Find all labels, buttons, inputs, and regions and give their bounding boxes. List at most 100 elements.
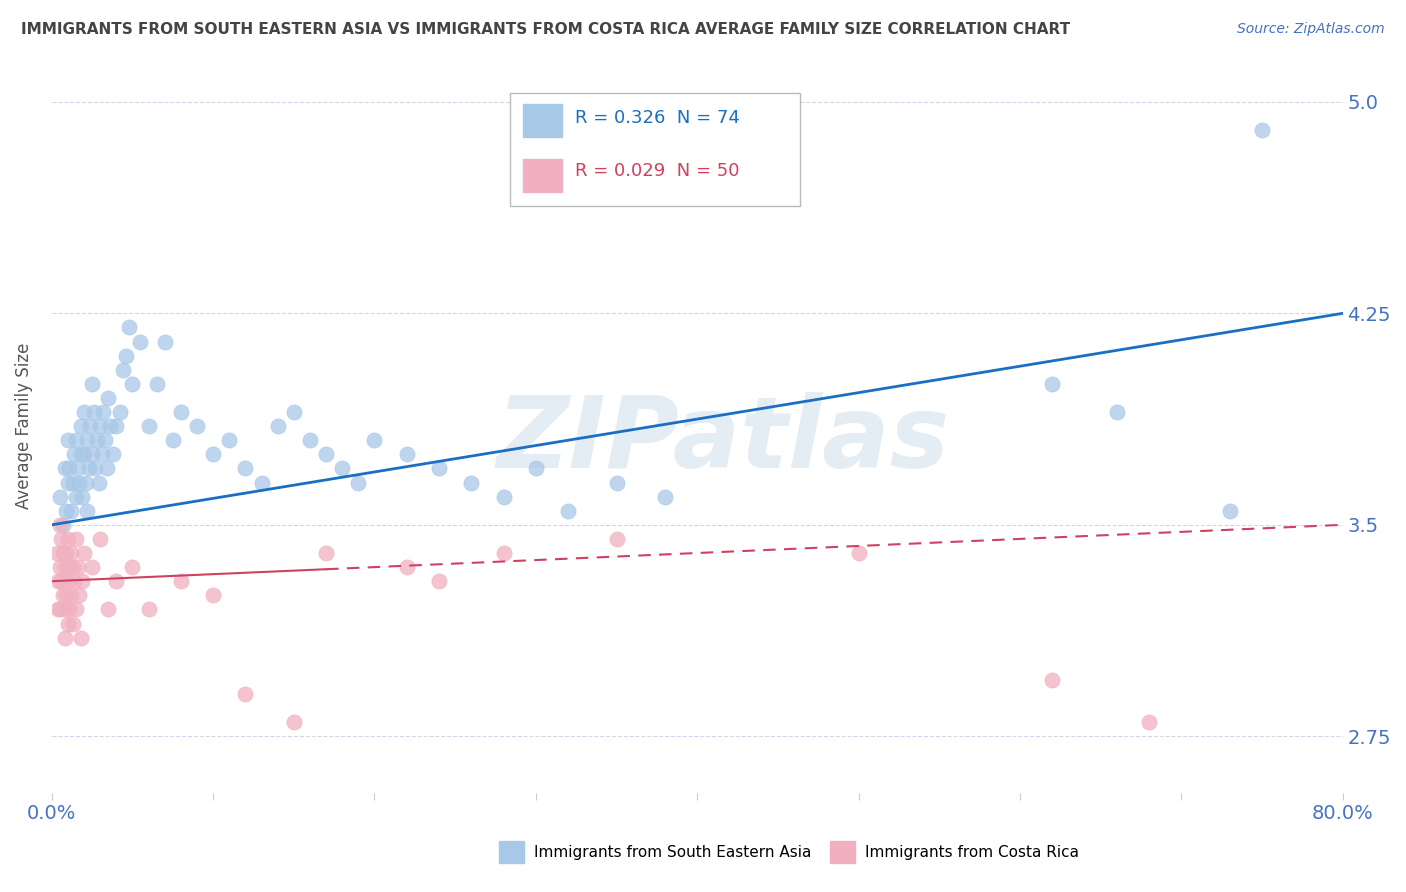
Point <box>69 447 91 461</box>
Point <box>49 490 72 504</box>
Point <box>55 546 77 560</box>
Point <box>121 560 143 574</box>
Point <box>60 588 83 602</box>
Point <box>93 405 115 419</box>
Point <box>395 560 418 574</box>
Point <box>73 546 96 560</box>
Point <box>77 461 100 475</box>
Bar <box>523 103 561 136</box>
Text: R = 0.029  N = 50: R = 0.029 N = 50 <box>575 162 740 180</box>
Point <box>524 461 547 475</box>
Point <box>115 349 138 363</box>
Point <box>73 405 96 419</box>
Point <box>53 461 76 475</box>
FancyBboxPatch shape <box>510 93 800 206</box>
Text: R = 0.326  N = 74: R = 0.326 N = 74 <box>575 109 740 127</box>
Point <box>363 434 385 448</box>
Bar <box>499 841 524 863</box>
Point <box>63 447 86 461</box>
Point <box>145 376 167 391</box>
Point <box>460 475 482 490</box>
Point <box>72 490 94 504</box>
Point <box>94 434 117 448</box>
Point <box>347 475 370 490</box>
Point <box>90 447 112 461</box>
Point <box>170 574 193 589</box>
Point <box>97 391 120 405</box>
Point <box>58 461 80 475</box>
Text: Immigrants from South Eastern Asia: Immigrants from South Eastern Asia <box>534 846 811 860</box>
Point <box>101 447 124 461</box>
Point <box>427 574 450 589</box>
Point <box>58 560 80 574</box>
Point <box>283 405 305 419</box>
Point <box>108 405 131 419</box>
Point <box>67 588 90 602</box>
Point <box>218 434 240 448</box>
Point <box>1219 504 1241 518</box>
Point <box>46 574 69 589</box>
Point <box>83 405 105 419</box>
Point <box>89 532 111 546</box>
Point <box>56 574 79 589</box>
Point <box>202 447 225 461</box>
Point <box>235 687 257 701</box>
Point <box>53 602 76 616</box>
Point <box>69 631 91 645</box>
Point <box>492 546 515 560</box>
Point <box>63 574 86 589</box>
Point <box>49 517 72 532</box>
Point <box>55 504 77 518</box>
Point <box>66 560 89 574</box>
Point <box>49 560 72 574</box>
Point <box>65 434 87 448</box>
Bar <box>523 159 561 192</box>
Text: Source: ZipAtlas.com: Source: ZipAtlas.com <box>1237 22 1385 37</box>
Text: ZIPatlas: ZIPatlas <box>496 392 949 490</box>
Point <box>52 517 75 532</box>
Point <box>153 334 176 349</box>
Point <box>56 475 79 490</box>
Point <box>62 616 84 631</box>
Point <box>298 434 321 448</box>
Point <box>315 546 337 560</box>
Point <box>605 532 627 546</box>
Point <box>1105 405 1128 419</box>
Point <box>60 504 83 518</box>
Point <box>266 419 288 434</box>
Point <box>97 602 120 616</box>
Point <box>76 504 98 518</box>
Point <box>56 532 79 546</box>
Point <box>62 475 84 490</box>
Point <box>86 434 108 448</box>
Point <box>1040 376 1063 391</box>
Point <box>162 434 184 448</box>
Point <box>45 546 67 560</box>
Point <box>80 447 103 461</box>
Point <box>654 490 676 504</box>
Point <box>121 376 143 391</box>
Text: IMMIGRANTS FROM SOUTH EASTERN ASIA VS IMMIGRANTS FROM COSTA RICA AVERAGE FAMILY : IMMIGRANTS FROM SOUTH EASTERN ASIA VS IM… <box>21 22 1070 37</box>
Point <box>98 419 121 434</box>
Point <box>118 320 141 334</box>
Point <box>283 715 305 730</box>
Point <box>58 602 80 616</box>
Point <box>138 419 160 434</box>
Point <box>73 447 96 461</box>
Point <box>76 434 98 448</box>
Text: Immigrants from Costa Rica: Immigrants from Costa Rica <box>865 846 1078 860</box>
Bar <box>830 841 855 863</box>
Point <box>55 588 77 602</box>
Point <box>1251 123 1274 137</box>
Point <box>235 461 257 475</box>
Point <box>51 532 73 546</box>
Point <box>105 419 128 434</box>
Point <box>96 461 118 475</box>
Point <box>138 602 160 616</box>
Point <box>105 574 128 589</box>
Point <box>111 363 134 377</box>
Point <box>46 602 69 616</box>
Point <box>395 447 418 461</box>
Point <box>53 631 76 645</box>
Point <box>1040 673 1063 687</box>
